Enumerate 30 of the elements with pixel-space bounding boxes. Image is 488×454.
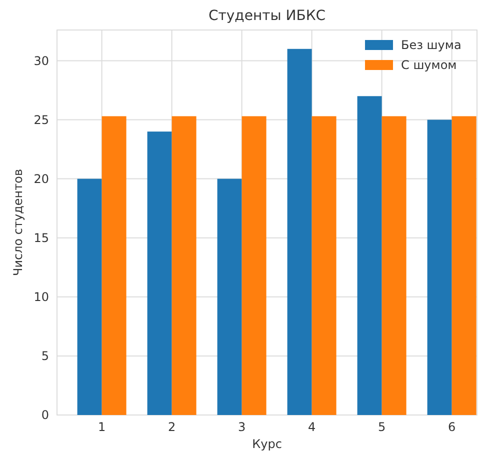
bar (427, 120, 452, 415)
x-axis-title: Курс (252, 437, 282, 451)
x-tick-label: 2 (168, 420, 176, 434)
bar (287, 48, 312, 415)
y-tick-label: 0 (41, 408, 49, 422)
bar (382, 116, 406, 415)
y-tick-label: 25 (34, 112, 49, 127)
bar (242, 116, 266, 415)
bar (452, 116, 476, 415)
bar (102, 116, 126, 415)
bar (312, 116, 336, 415)
bar (77, 178, 102, 415)
y-tick-label: 30 (34, 54, 49, 68)
y-tick-label: 20 (34, 172, 49, 186)
x-tick-label: 1 (98, 420, 106, 434)
legend-label: Без шума (401, 38, 462, 52)
bar (357, 96, 382, 415)
chart-title: Студенты ИБКС (208, 8, 326, 24)
bar (147, 132, 172, 415)
bar (217, 178, 242, 415)
x-tick-label: 6 (448, 420, 456, 434)
y-tick-label: 10 (34, 290, 49, 304)
y-axis-title: Число студентов (11, 168, 25, 276)
legend-label: С шумом (401, 58, 457, 72)
bar (172, 116, 196, 415)
x-tick-label: 4 (308, 420, 316, 434)
x-tick-label: 5 (378, 420, 386, 434)
y-tick-label: 5 (41, 349, 49, 364)
x-tick-label: 3 (238, 420, 246, 434)
y-tick-label: 15 (34, 231, 49, 246)
